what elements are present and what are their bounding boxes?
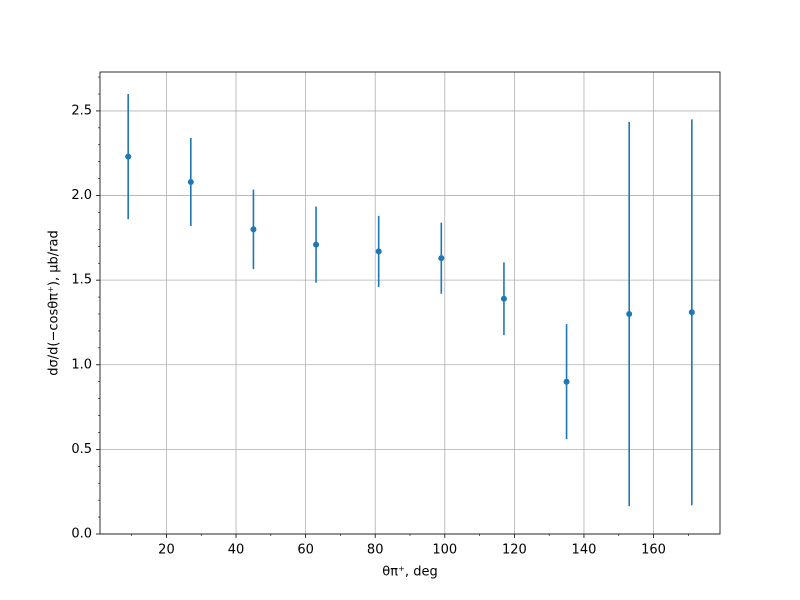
data-point [125,153,132,160]
x-tick-label: 80 [367,543,384,558]
x-tick-label: 40 [228,543,245,558]
y-tick-label: 1.5 [71,273,92,288]
y-tick-label: 0.5 [71,442,92,457]
data-point [438,255,445,262]
data-point [250,226,257,233]
y-tick-label: 0.0 [71,527,92,542]
y-tick-label: 2.0 [71,188,92,203]
data-point [563,378,570,385]
y-tick-label: 1.0 [71,357,92,372]
x-tick-label: 120 [502,543,527,558]
y-axis-label: dσ/d(−cosθπ⁺), μb/rad [47,230,62,375]
data-point [626,311,633,317]
y-tick-label: 2.5 [71,103,92,118]
x-tick-label: 20 [158,543,175,558]
data-point [688,309,695,316]
x-axis-label: θπ⁺, deg [382,565,437,580]
x-tick-label: 100 [432,543,457,558]
plot-frame [99,71,721,535]
x-tick-label: 160 [641,543,666,558]
data-point [375,248,382,255]
x-tick-label: 140 [572,543,597,558]
data-point [313,241,320,248]
data-point [500,295,507,302]
x-tick-label: 60 [297,543,314,558]
data-point [187,179,194,185]
